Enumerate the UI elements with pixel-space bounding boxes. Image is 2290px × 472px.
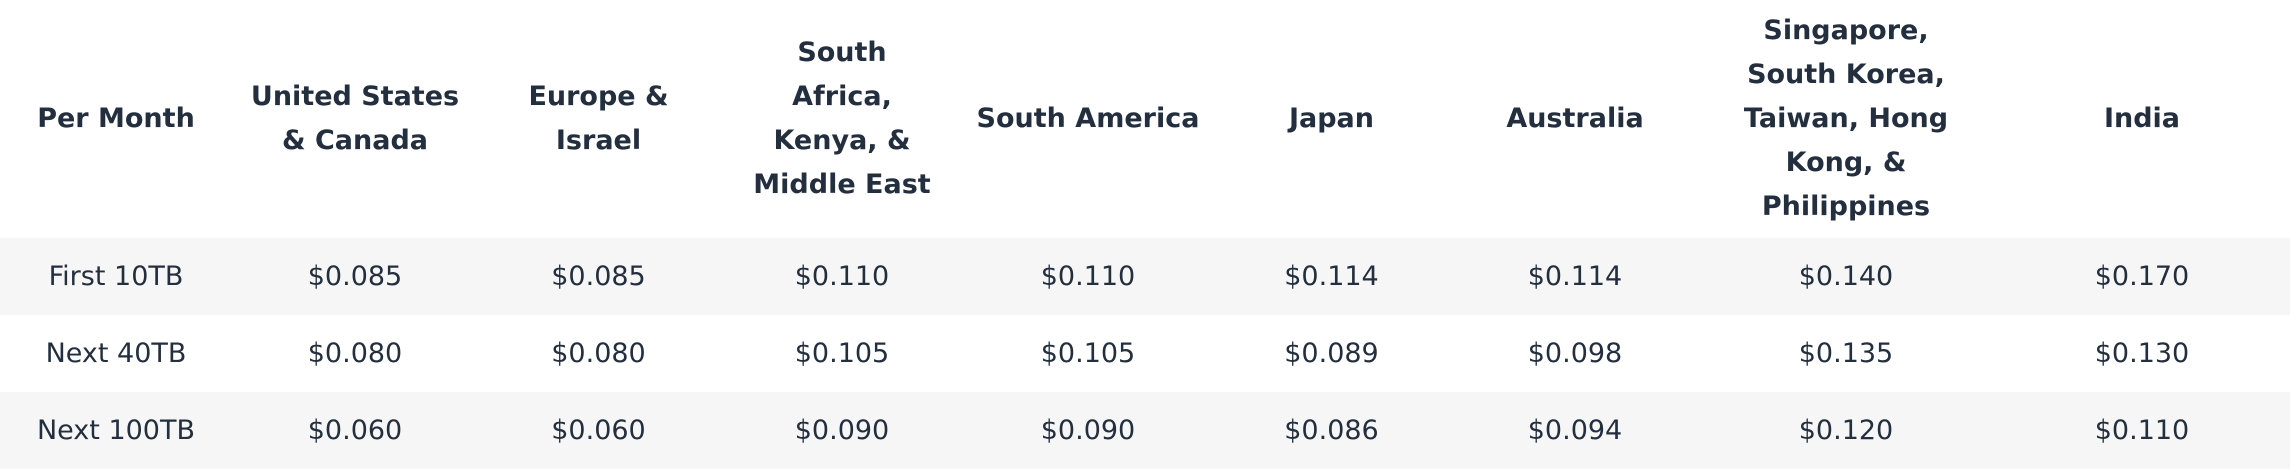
header-south-america: South America xyxy=(965,0,1211,238)
price-cell: $0.120 xyxy=(1698,392,1994,469)
header-row: Per Month United States & Canada Europe … xyxy=(0,0,2290,238)
price-cell: $0.130 xyxy=(1994,315,2290,392)
price-cell: $0.110 xyxy=(719,238,965,315)
tier-cell: First 10TB xyxy=(0,238,232,315)
header-south-africa-kenya-middle-east: South Africa, Kenya, & Middle East xyxy=(719,0,965,238)
price-cell: $0.086 xyxy=(1211,392,1452,469)
price-cell: $0.060 xyxy=(232,392,478,469)
header-label: South Africa, Kenya, & Middle East xyxy=(753,37,931,200)
price-cell: $0.060 xyxy=(478,392,719,469)
table-row: Next 40TB $0.080 $0.080 $0.105 $0.105 $0… xyxy=(0,315,2290,392)
price-cell: $0.135 xyxy=(1698,315,1994,392)
price-cell: $0.090 xyxy=(719,392,965,469)
header-us-canada: United States & Canada xyxy=(232,0,478,238)
price-cell: $0.094 xyxy=(1452,392,1698,469)
header-singapore-south-korea-taiwan-hong-kong-philippines: Singapore, South Korea, Taiwan, Hong Kon… xyxy=(1698,0,1994,238)
price-cell: $0.140 xyxy=(1698,238,1994,315)
price-cell: $0.098 xyxy=(1452,315,1698,392)
price-cell: $0.089 xyxy=(1211,315,1452,392)
header-label: South America xyxy=(976,103,1200,134)
header-label: Singapore, South Korea, Taiwan, Hong Kon… xyxy=(1743,15,1949,222)
price-cell: $0.114 xyxy=(1211,238,1452,315)
header-per-month: Per Month xyxy=(0,0,232,238)
tier-cell: Next 40TB xyxy=(0,315,232,392)
table-body: First 10TB $0.085 $0.085 $0.110 $0.110 $… xyxy=(0,238,2290,469)
header-europe-israel: Europe & Israel xyxy=(478,0,719,238)
price-cell: $0.080 xyxy=(232,315,478,392)
header-label: India xyxy=(2103,103,2181,134)
price-cell: $0.110 xyxy=(965,238,1211,315)
header-australia: Australia xyxy=(1452,0,1698,238)
header-label: Per Month xyxy=(37,103,195,134)
table-row: Next 100TB $0.060 $0.060 $0.090 $0.090 $… xyxy=(0,392,2290,469)
header-label: Australia xyxy=(1506,103,1644,134)
price-cell: $0.090 xyxy=(965,392,1211,469)
tier-cell: Next 100TB xyxy=(0,392,232,469)
price-cell: $0.105 xyxy=(965,315,1211,392)
price-cell: $0.080 xyxy=(478,315,719,392)
price-cell: $0.170 xyxy=(1994,238,2290,315)
table-header: Per Month United States & Canada Europe … xyxy=(0,0,2290,238)
header-india: India xyxy=(1994,0,2290,238)
header-label: Europe & Israel xyxy=(528,81,669,156)
price-cell: $0.114 xyxy=(1452,238,1698,315)
header-label: United States & Canada xyxy=(250,81,460,156)
header-japan: Japan xyxy=(1211,0,1452,238)
header-label: Japan xyxy=(1288,103,1375,134)
table-row: First 10TB $0.085 $0.085 $0.110 $0.110 $… xyxy=(0,238,2290,315)
price-cell: $0.105 xyxy=(719,315,965,392)
price-cell: $0.110 xyxy=(1994,392,2290,469)
price-cell: $0.085 xyxy=(232,238,478,315)
price-cell: $0.085 xyxy=(478,238,719,315)
